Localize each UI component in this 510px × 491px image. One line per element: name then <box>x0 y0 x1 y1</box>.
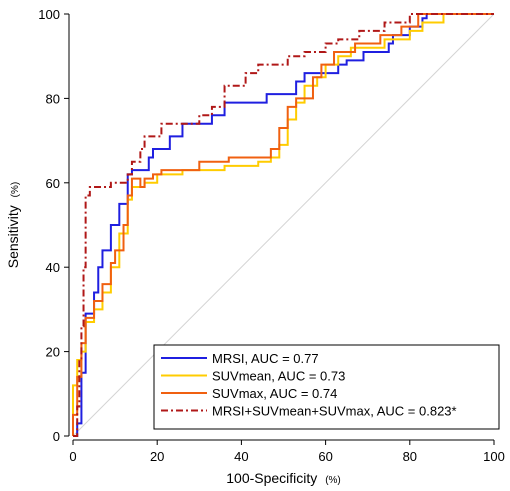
x-ticks: 0 20 40 60 80 100 <box>69 440 505 464</box>
y-axis-title-unit: (%) <box>10 182 21 198</box>
x-tick-label: 100 <box>483 449 505 464</box>
reference-diagonal-line <box>72 13 495 437</box>
legend-box <box>153 344 500 430</box>
y-tick-label: 20 <box>46 345 60 360</box>
axes: 0 20 40 60 80 100 0 20 40 60 80 100 <box>38 7 505 464</box>
legend: MRSI, AUC = 0.77 SUVmean, AUC = 0.73 SUVma… <box>153 344 500 430</box>
legend-label-4: MRSI+SUVmean+SUVmax, AUC = 0.823* <box>212 404 457 419</box>
y-tick-label: 40 <box>46 260 60 275</box>
series-line-2 <box>72 13 494 436</box>
series-line-4 <box>73 13 494 437</box>
x-tick-label: 80 <box>403 449 417 464</box>
legend-label-1: MRSI, AUC = 0.77 <box>212 351 319 366</box>
y-tick-label: 100 <box>38 7 60 22</box>
legend-label-3: SUVmax, AUC = 0.74 <box>212 386 337 401</box>
series-line-3 <box>72 13 494 436</box>
y-ticks: 0 20 40 60 80 100 <box>38 7 69 444</box>
legend-items: MRSI, AUC = 0.77 SUVmean, AUC = 0.73 SUVma… <box>161 351 457 419</box>
x-tick-label: 60 <box>318 449 332 464</box>
plot-area <box>72 13 495 437</box>
y-tick-label: 60 <box>46 176 60 191</box>
legend-label-2: SUVmean, AUC = 0.73 <box>212 369 345 384</box>
x-axis-title-text: 100-Specificity <box>226 470 317 486</box>
series-line-1 <box>73 13 494 437</box>
x-tick-label: 20 <box>150 449 164 464</box>
x-tick-label: 40 <box>234 449 248 464</box>
y-axis-title-text: Sensitivity <box>5 205 21 268</box>
series-group <box>72 13 494 437</box>
y-axis-title: Sensitivity (%) <box>5 182 21 268</box>
x-tick-label: 0 <box>69 449 76 464</box>
y-tick-label: 0 <box>53 429 60 444</box>
x-axis-title: 100-Specificity (%) <box>226 470 341 486</box>
y-tick-label: 80 <box>46 91 60 106</box>
x-axis-title-unit: (%) <box>325 475 341 486</box>
